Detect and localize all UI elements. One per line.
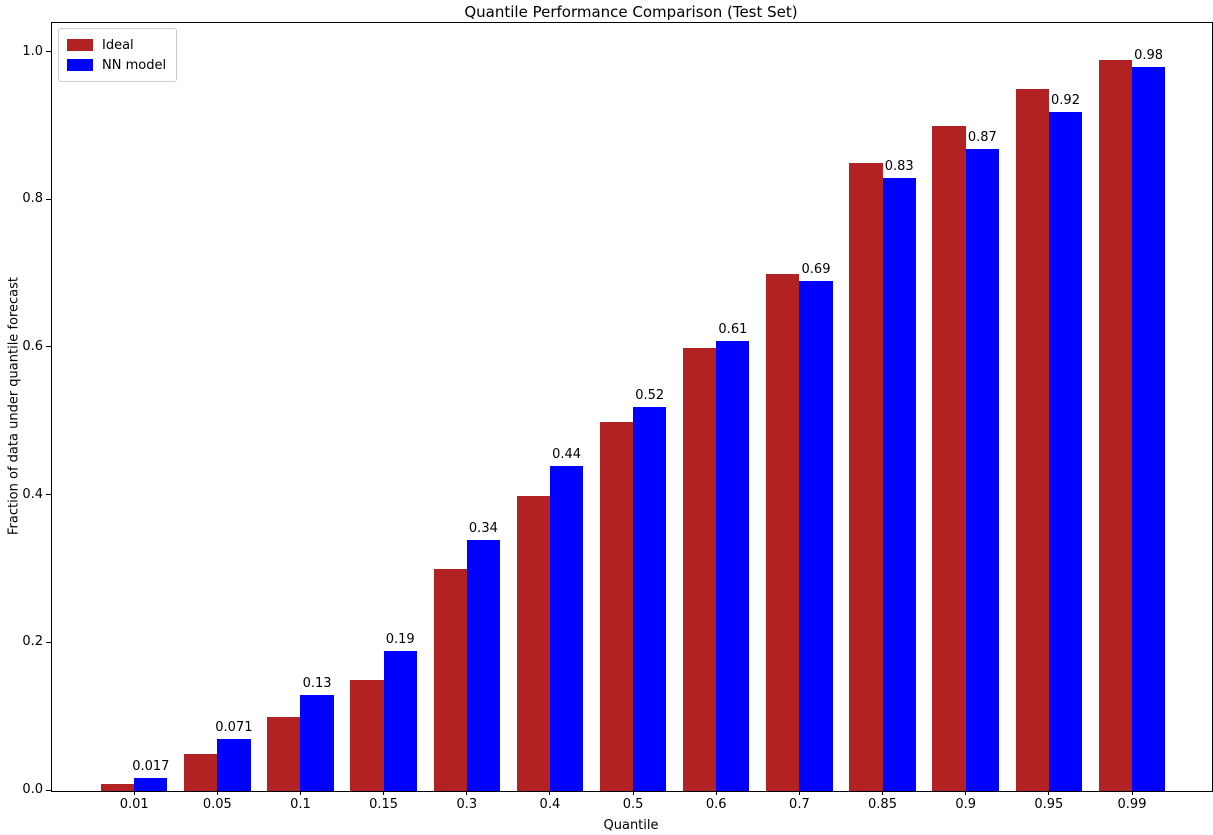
ideal-bar-0.85 [849, 163, 883, 791]
ideal-bar-0.95 [1015, 89, 1049, 791]
legend-label-ideal: Ideal [102, 37, 134, 53]
x-tick-label-0.85: 0.85 [868, 797, 897, 812]
x-tick-0.85 [882, 791, 883, 795]
nn-model-bar-0.85 [882, 178, 916, 791]
nn-model-bar-0.95 [1048, 111, 1083, 791]
nn-model-bar-0.4 [549, 466, 584, 791]
ideal-bar-0.6 [682, 347, 717, 791]
y-tick-label-0.6: 0.6 [22, 338, 43, 354]
x-tick-label-0.7: 0.7 [789, 797, 810, 812]
y-tick-label-0.8: 0.8 [22, 191, 43, 207]
x-tick-label-0.6: 0.6 [705, 797, 727, 812]
bar-value-label-0.95: 0.92 [1051, 92, 1080, 108]
x-tick-label-0.15: 0.15 [369, 797, 399, 812]
x-tick-0.5 [632, 791, 634, 795]
nn-model-bar-0.6 [716, 340, 750, 791]
x-tick-label-0.5: 0.5 [622, 797, 644, 812]
ideal-swatch [67, 39, 93, 51]
x-tick-label-0.01: 0.01 [119, 797, 149, 812]
chart-title: Quantile Performance Comparison (Test Se… [464, 3, 798, 21]
y-tick-label-0.2: 0.2 [22, 634, 43, 650]
ideal-bar-0.9 [932, 126, 966, 791]
nn-model-bar-0.99 [1132, 67, 1166, 791]
y-tick-0.8 [46, 198, 51, 200]
bar-value-label-0.85: 0.83 [884, 159, 914, 175]
nn-model-bar-0.3 [466, 539, 501, 791]
legend-item-nn-model: NN model [67, 55, 166, 75]
x-tick-label-0.99: 0.99 [1117, 797, 1147, 812]
plot-area [51, 22, 1213, 792]
y-tick-1.0 [46, 51, 51, 52]
nn-model-bar-0.5 [633, 407, 667, 791]
x-tick-0.7 [798, 791, 800, 795]
bar-value-label-0.3: 0.34 [468, 520, 498, 536]
bar-value-label-0.99: 0.98 [1134, 48, 1164, 64]
y-tick-0.0 [46, 789, 51, 791]
nn-model-bar-0.9 [965, 148, 999, 791]
bar-value-label-0.05: 0.071 [215, 719, 253, 735]
x-tick-label-0.9: 0.9 [955, 797, 977, 812]
ideal-bar-0.99 [1098, 59, 1132, 791]
x-tick-0.6 [715, 791, 717, 795]
x-tick-label-0.4: 0.4 [539, 797, 561, 812]
x-tick-0.3 [466, 791, 468, 795]
x-tick-label-0.95: 0.95 [1034, 797, 1064, 812]
nn-model-bar-0.01 [134, 778, 168, 791]
nn-model-bar-0.7 [799, 281, 833, 791]
ideal-bar-0.15 [350, 680, 384, 791]
x-tick-0.95 [1048, 791, 1050, 795]
ideal-bar-0.1 [267, 717, 301, 791]
y-tick-label-0.4: 0.4 [22, 486, 43, 502]
x-tick-0.9 [965, 791, 967, 795]
bar-value-label-0.6: 0.61 [718, 321, 748, 337]
legend: Ideal NN model [58, 28, 178, 82]
x-tick-label-0.3: 0.3 [456, 797, 478, 812]
bar-value-label-0.7: 0.69 [801, 262, 831, 278]
x-tick-0.15 [383, 791, 385, 795]
x-tick-label-0.1: 0.1 [290, 797, 311, 812]
y-tick-0.2 [46, 641, 51, 643]
nn-model-swatch [67, 59, 93, 71]
x-tick-0.05 [216, 791, 218, 795]
x-tick-0.4 [549, 791, 551, 795]
y-tick-label-0.0: 0.0 [22, 782, 43, 797]
x-tick-0.01 [133, 791, 135, 795]
bar-value-label-0.4: 0.44 [552, 447, 582, 463]
x-tick-label-0.05: 0.05 [202, 797, 232, 812]
bar-value-label-0.1: 0.13 [302, 676, 332, 691]
ideal-bar-0.05 [184, 754, 218, 791]
legend-label-nn-model: NN model [102, 57, 167, 73]
x-tick-0.99 [1131, 791, 1133, 795]
legend-item-ideal: Ideal [67, 35, 166, 55]
nn-model-bar-0.1 [300, 695, 334, 791]
ideal-bar-0.01 [100, 783, 135, 791]
ideal-bar-0.5 [599, 421, 634, 791]
ideal-bar-0.4 [516, 495, 550, 791]
ideal-bar-0.7 [766, 274, 800, 791]
y-tick-0.4 [46, 494, 51, 496]
bar-value-label-0.5: 0.52 [635, 388, 665, 403]
ideal-bar-0.3 [433, 569, 467, 791]
x-tick-0.1 [300, 791, 301, 795]
bar-value-label-0.15: 0.19 [385, 631, 415, 647]
nn-model-bar-0.15 [383, 650, 417, 791]
y-tick-label-1.0: 1.0 [22, 43, 43, 59]
x-axis-label: Quantile [603, 818, 659, 833]
y-tick-0.6 [46, 346, 51, 348]
nn-model-bar-0.05 [217, 738, 251, 791]
bar-value-label-0.9: 0.87 [967, 129, 997, 145]
bar-value-label-0.01: 0.017 [132, 759, 170, 775]
